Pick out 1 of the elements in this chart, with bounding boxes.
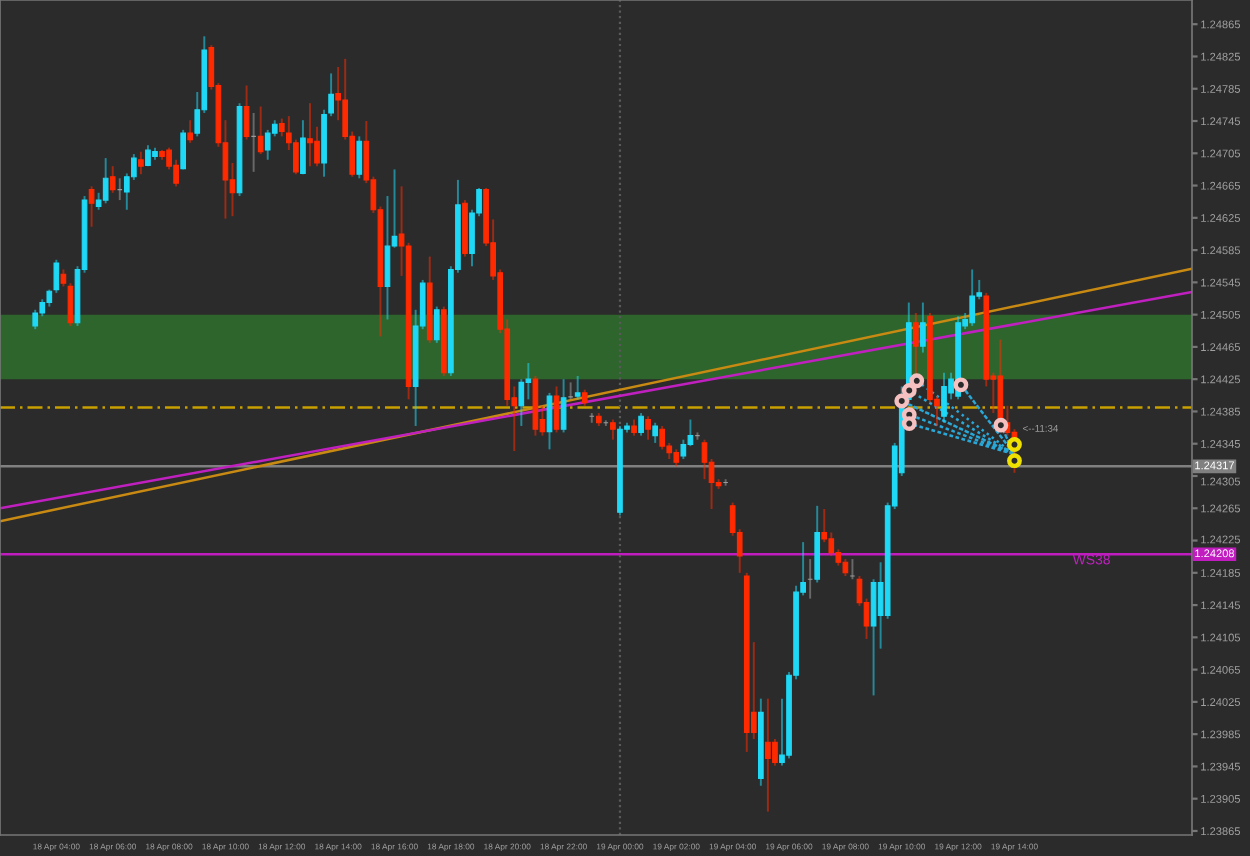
candlestick [567,381,574,401]
